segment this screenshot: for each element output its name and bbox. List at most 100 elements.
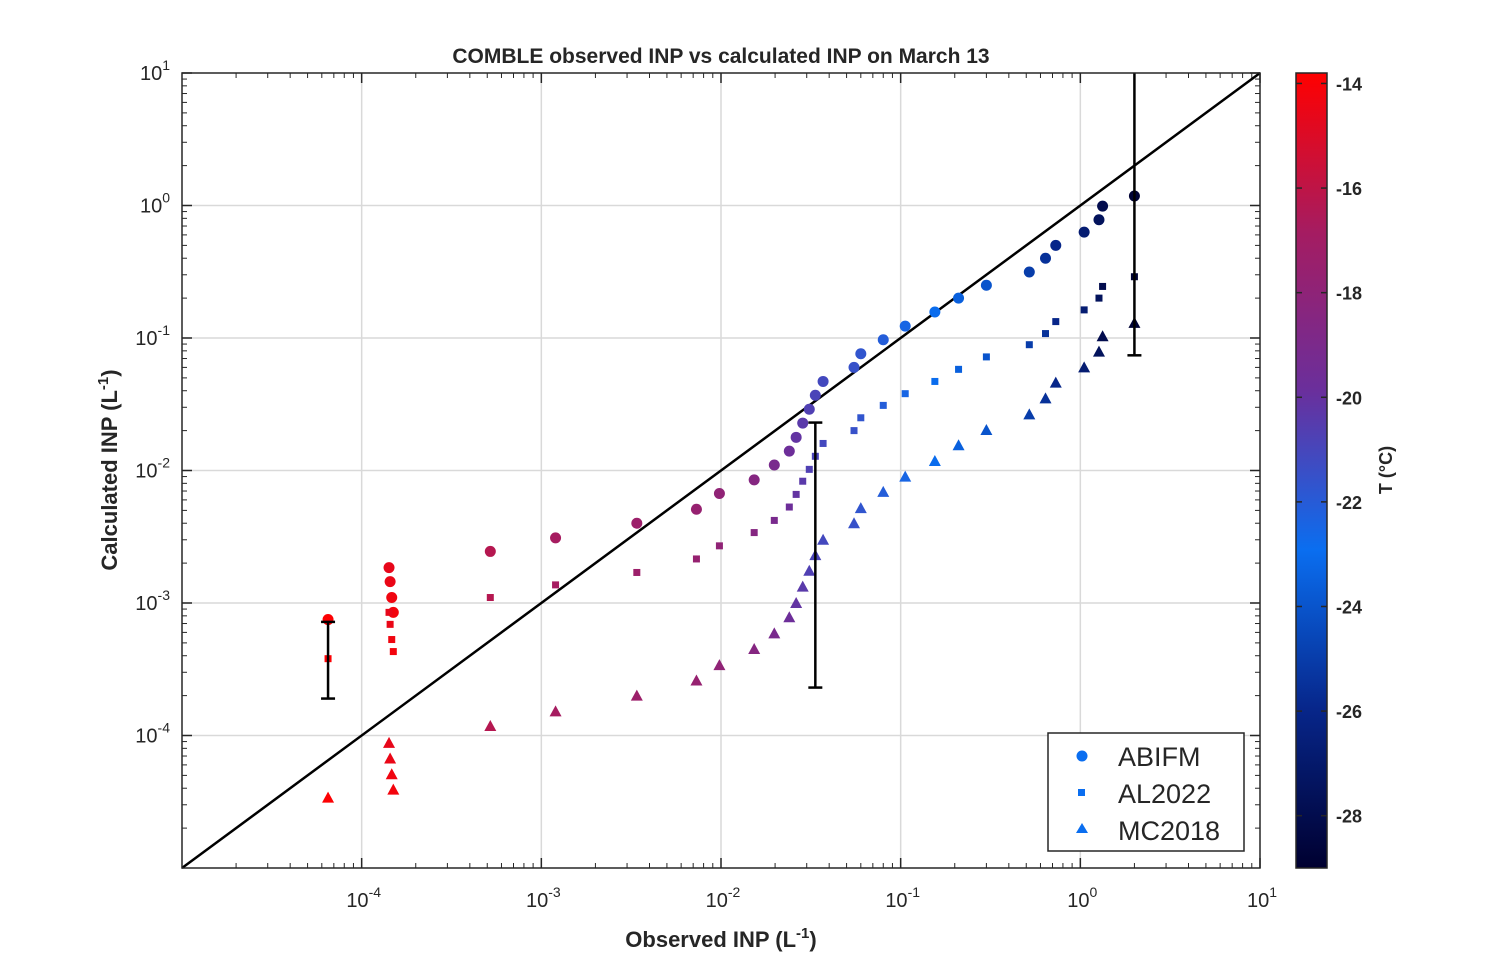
al2022-point-10 <box>750 529 758 537</box>
y-axis-label-close: ) <box>97 369 122 376</box>
al2022-point-21 <box>901 390 909 398</box>
al2022-point-4 <box>389 648 397 656</box>
x-tick-label-2: 10-2 <box>706 884 741 912</box>
error-bars <box>321 73 1142 700</box>
mc2018-point-25 <box>1023 408 1036 420</box>
mc2018-point-9 <box>713 659 726 671</box>
mc2018-point-21 <box>899 470 912 482</box>
x-tick-exponent-3: -1 <box>908 884 921 900</box>
abifm-point-15 <box>803 403 815 415</box>
mc2018-point-5 <box>484 719 497 731</box>
al2022-point-15 <box>805 465 813 473</box>
al2022-point-3 <box>388 636 396 644</box>
x-tick-exponent-1: -3 <box>548 884 561 900</box>
mc2018-point-20 <box>877 485 890 497</box>
al2022-point-13 <box>792 490 800 498</box>
mc2018-point-30 <box>1096 330 1109 342</box>
colorbar-ticks: -14 -16 -18 -20 -22 -24 -26 -28 <box>1296 74 1362 827</box>
y-tick-exponent-5: 1 <box>162 57 170 73</box>
y-axis-label-exponent: -1 <box>95 377 112 390</box>
x-axis-label: Observed INP (L-1) <box>625 925 816 952</box>
mc2018-point-13 <box>790 597 803 608</box>
abifm-point-6 <box>550 532 562 544</box>
abifm-point-28 <box>1078 226 1090 238</box>
colorbar-gradient <box>1296 73 1327 868</box>
abifm-point-18 <box>848 361 860 373</box>
y-tick-base-0: 10 <box>135 726 157 748</box>
x-tick-label-3: 10-1 <box>885 884 920 912</box>
y-tick-label-1: 10-3 <box>135 587 170 615</box>
x-axis-label-close: ) <box>809 927 816 952</box>
al2022-point-23 <box>955 365 963 373</box>
x-axis-label-main: Observed INP (L <box>625 927 796 952</box>
y-tick-base-3: 10 <box>135 328 157 350</box>
x-axis-label-exponent: -1 <box>796 925 809 942</box>
data-markers <box>322 190 1141 803</box>
mc2018-point-3 <box>385 768 398 780</box>
abifm-point-5 <box>484 545 496 557</box>
legend-label-mc2018: MC2018 <box>1118 816 1220 846</box>
x-tick-exponent-5: 1 <box>1269 884 1277 900</box>
mc2018-point-28 <box>1078 361 1091 373</box>
legend-marker-mc2018 <box>1076 823 1088 833</box>
al2022-point-9 <box>715 542 723 550</box>
colorbar-tick-label-3: -20 <box>1336 388 1362 408</box>
al2022-point-19 <box>857 414 865 422</box>
major-ticks <box>182 72 1261 868</box>
x-tick-exponent-2: -2 <box>728 884 741 900</box>
legend-label-abifm: ABIFM <box>1118 742 1201 772</box>
y-tick-exponent-1: -3 <box>158 587 171 603</box>
abifm-point-16 <box>809 389 821 401</box>
y-tick-label-4: 100 <box>140 190 170 218</box>
mc2018-point-11 <box>768 627 781 639</box>
abifm-point-20 <box>877 334 889 346</box>
mc2018-point-12 <box>783 611 796 623</box>
mc2018-point-7 <box>630 689 643 701</box>
al2022-point-18 <box>850 427 858 435</box>
x-tick-base-1: 10 <box>526 890 548 912</box>
y-tick-base-2: 10 <box>135 461 157 483</box>
x-tick-label-0: 10-4 <box>346 884 381 912</box>
al2022-point-26 <box>1042 330 1050 338</box>
abifm-point-8 <box>690 503 702 515</box>
mc2018-point-22 <box>928 454 941 466</box>
colorbar-tick-label-2: -18 <box>1336 284 1362 304</box>
mc2018-point-4 <box>387 783 400 795</box>
al2022-point-1 <box>385 608 393 616</box>
y-tick-exponent-0: -4 <box>158 720 171 736</box>
y-axis-label: Calculated INP (L-1) <box>95 369 122 570</box>
y-tick-exponent-4: 0 <box>162 190 170 206</box>
al2022-point-7 <box>633 568 641 576</box>
mc2018-point-27 <box>1049 376 1062 388</box>
al2022-point-28 <box>1080 306 1088 314</box>
mc2018-point-15 <box>803 564 816 576</box>
x-tick-label-1: 10-3 <box>526 884 561 912</box>
al2022-point-27 <box>1052 318 1060 326</box>
y-tick-exponent-3: -1 <box>158 322 171 338</box>
axes-box <box>181 72 1261 869</box>
abifm-point-14 <box>797 417 809 429</box>
abifm-point-11 <box>768 459 780 471</box>
mc2018-point-18 <box>848 517 861 529</box>
colorbar-tick-label-1: -16 <box>1336 179 1362 199</box>
x-tick-base-3: 10 <box>885 890 907 912</box>
colorbar-tick-label-5: -24 <box>1336 597 1362 617</box>
one-to-one-line-group <box>181 71 1261 870</box>
y-tick-exponent-2: -2 <box>158 455 171 471</box>
y-tick-base-1: 10 <box>135 593 157 615</box>
minor-ticks <box>182 73 1260 868</box>
abifm-point-1 <box>383 562 395 574</box>
x-tick-exponent-0: -4 <box>369 884 382 900</box>
abifm-point-13 <box>790 431 802 443</box>
y-tick-label-3: 10-1 <box>135 322 170 350</box>
al2022-point-29 <box>1095 294 1103 302</box>
legend-marker-al2022 <box>1078 789 1085 796</box>
y-tick-label-2: 10-2 <box>135 455 170 483</box>
x-tick-base-4: 10 <box>1067 890 1089 912</box>
mc2018-point-14 <box>796 580 809 592</box>
mc2018-point-0 <box>322 791 335 803</box>
chart-title: COMBLE observed INP vs calculated INP on… <box>452 45 989 68</box>
y-axis-label-main: Calculated INP (L <box>97 390 122 571</box>
x-tick-labels: 10-4 10-3 10-2 10-1 100 101 <box>346 884 1277 912</box>
